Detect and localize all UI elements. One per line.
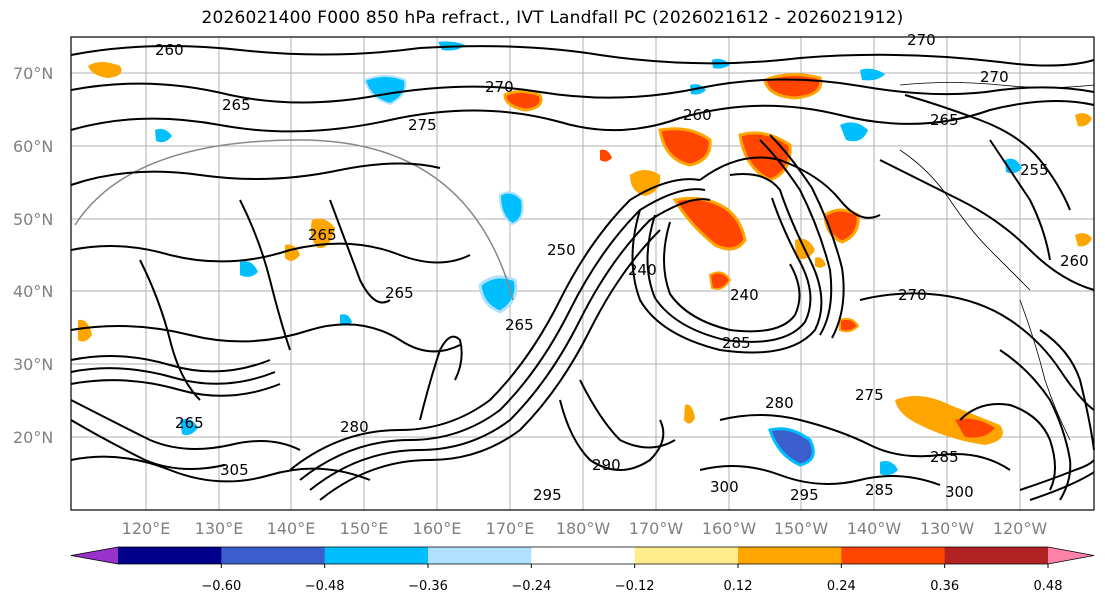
colorbar-segment — [531, 547, 636, 564]
map-frame — [70, 36, 1095, 511]
colorbar-tick-label: 0.48 — [1034, 579, 1063, 594]
lat-label: 60°N — [13, 137, 53, 156]
contour-label: 285 — [930, 448, 959, 466]
contour-label: 265 — [222, 96, 251, 114]
lon-label: 170°W — [629, 519, 684, 538]
colorbar-segment — [428, 547, 532, 564]
contour-label: 265 — [930, 111, 959, 129]
longitude-labels: 120°E 130°E 140°E 150°E 160°E 170°E 180°… — [122, 519, 1048, 538]
colorbar-tick-label: −0.12 — [615, 579, 655, 594]
contour-label: 265 — [385, 284, 414, 302]
contour-label: 240 — [730, 286, 759, 304]
contour-label: 295 — [533, 486, 562, 504]
colorbar — [70, 546, 1095, 565]
lon-label: 150°W — [774, 519, 829, 538]
contour-label: 300 — [710, 478, 739, 496]
contour-label: 250 — [547, 241, 576, 259]
lon-label: 130°E — [195, 519, 244, 538]
contour-label: 255 — [1020, 161, 1049, 179]
colorbar-segment — [634, 547, 739, 564]
lon-label: 120°W — [993, 519, 1048, 538]
contour-label: 265 — [505, 316, 534, 334]
contour-label: 290 — [592, 456, 621, 474]
lon-label: 170°E — [486, 519, 535, 538]
lat-label: 70°N — [13, 64, 53, 83]
colorbar-tick-label: −0.60 — [201, 579, 241, 594]
contour-label: 270 — [907, 31, 936, 49]
colorbar-extend-high — [1048, 547, 1094, 564]
contour-label: 285 — [865, 481, 894, 499]
colorbar-segment — [944, 547, 1049, 564]
contour-label: 260 — [1060, 252, 1089, 270]
contour-label: 270 — [980, 68, 1009, 86]
lat-label: 40°N — [13, 282, 53, 301]
lon-label: 150°E — [340, 519, 389, 538]
lat-label: 20°N — [13, 428, 53, 447]
colorbar-segment — [221, 547, 326, 564]
contour-label: 280 — [765, 394, 794, 412]
contour-label: 275 — [855, 386, 884, 404]
contour-lines — [70, 45, 1095, 501]
colorbar-segment — [324, 547, 429, 564]
colorbar-ticks: −0.60 −0.48 −0.36 −0.24 −0.12 0.12 0.24 0.36 0.4… — [201, 564, 1063, 594]
lon-label: 160°W — [702, 519, 757, 538]
colorbar-outline — [70, 546, 1095, 565]
contour-label: 265 — [308, 226, 337, 244]
lon-label: 180°W — [556, 519, 611, 538]
contour-label: 285 — [722, 334, 751, 352]
contour-label: 300 — [945, 483, 974, 501]
contour-label: 280 — [340, 418, 369, 436]
contour-label: 260 — [155, 41, 184, 59]
contour-label: 275 — [408, 116, 437, 134]
colorbar-segment — [118, 547, 222, 564]
colorbar-tick-label: 0.24 — [827, 579, 856, 594]
contour-label: 270 — [898, 286, 927, 304]
colorbar-tick-label: 0.36 — [930, 579, 959, 594]
contour-label: 240 — [628, 261, 657, 279]
lon-label: 140°E — [267, 519, 316, 538]
coastlines — [899, 82, 1095, 441]
contour-label: 265 — [175, 414, 204, 432]
colorbar-tick-label: −0.36 — [408, 579, 448, 594]
lat-label: 30°N — [13, 355, 53, 374]
colorbar-segment — [841, 547, 946, 564]
colorbar-tick-label: −0.24 — [511, 579, 551, 594]
contour-label: 270 — [485, 78, 514, 96]
lon-label: 120°E — [122, 519, 171, 538]
contour-label: 295 — [790, 486, 819, 504]
contour-label-group: 260 270 270 270 265 275 260 265 255 265 … — [155, 31, 1089, 504]
contour-label: 305 — [220, 461, 249, 479]
lat-label: 50°N — [13, 210, 53, 229]
lon-label: 130°W — [920, 519, 975, 538]
lon-label: 160°E — [413, 519, 462, 538]
reference-circle — [74, 139, 514, 301]
colorbar-segment — [738, 547, 842, 564]
latitude-labels: 70°N 60°N 50°N 40°N 30°N 20°N — [13, 64, 53, 447]
colorbar-extend-low — [71, 547, 118, 564]
chart-title: 2026021400 F000 850 hPa refract., IVT La… — [201, 8, 904, 28]
lon-label: 140°W — [847, 519, 902, 538]
colorbar-tick-label: −0.48 — [305, 579, 345, 594]
colorbar-tick-label: 0.12 — [724, 579, 753, 594]
contour-label: 260 — [683, 106, 712, 124]
